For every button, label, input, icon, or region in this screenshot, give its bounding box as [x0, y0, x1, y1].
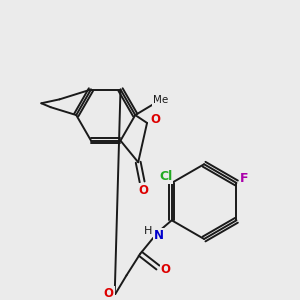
Text: N: N	[154, 229, 164, 242]
Text: F: F	[240, 172, 249, 184]
Text: O: O	[150, 113, 160, 127]
Text: O: O	[161, 263, 171, 276]
Text: Me: Me	[153, 95, 168, 105]
Text: H: H	[144, 226, 152, 236]
Text: O: O	[104, 286, 114, 300]
Text: Cl: Cl	[159, 169, 172, 182]
Text: O: O	[138, 184, 148, 197]
